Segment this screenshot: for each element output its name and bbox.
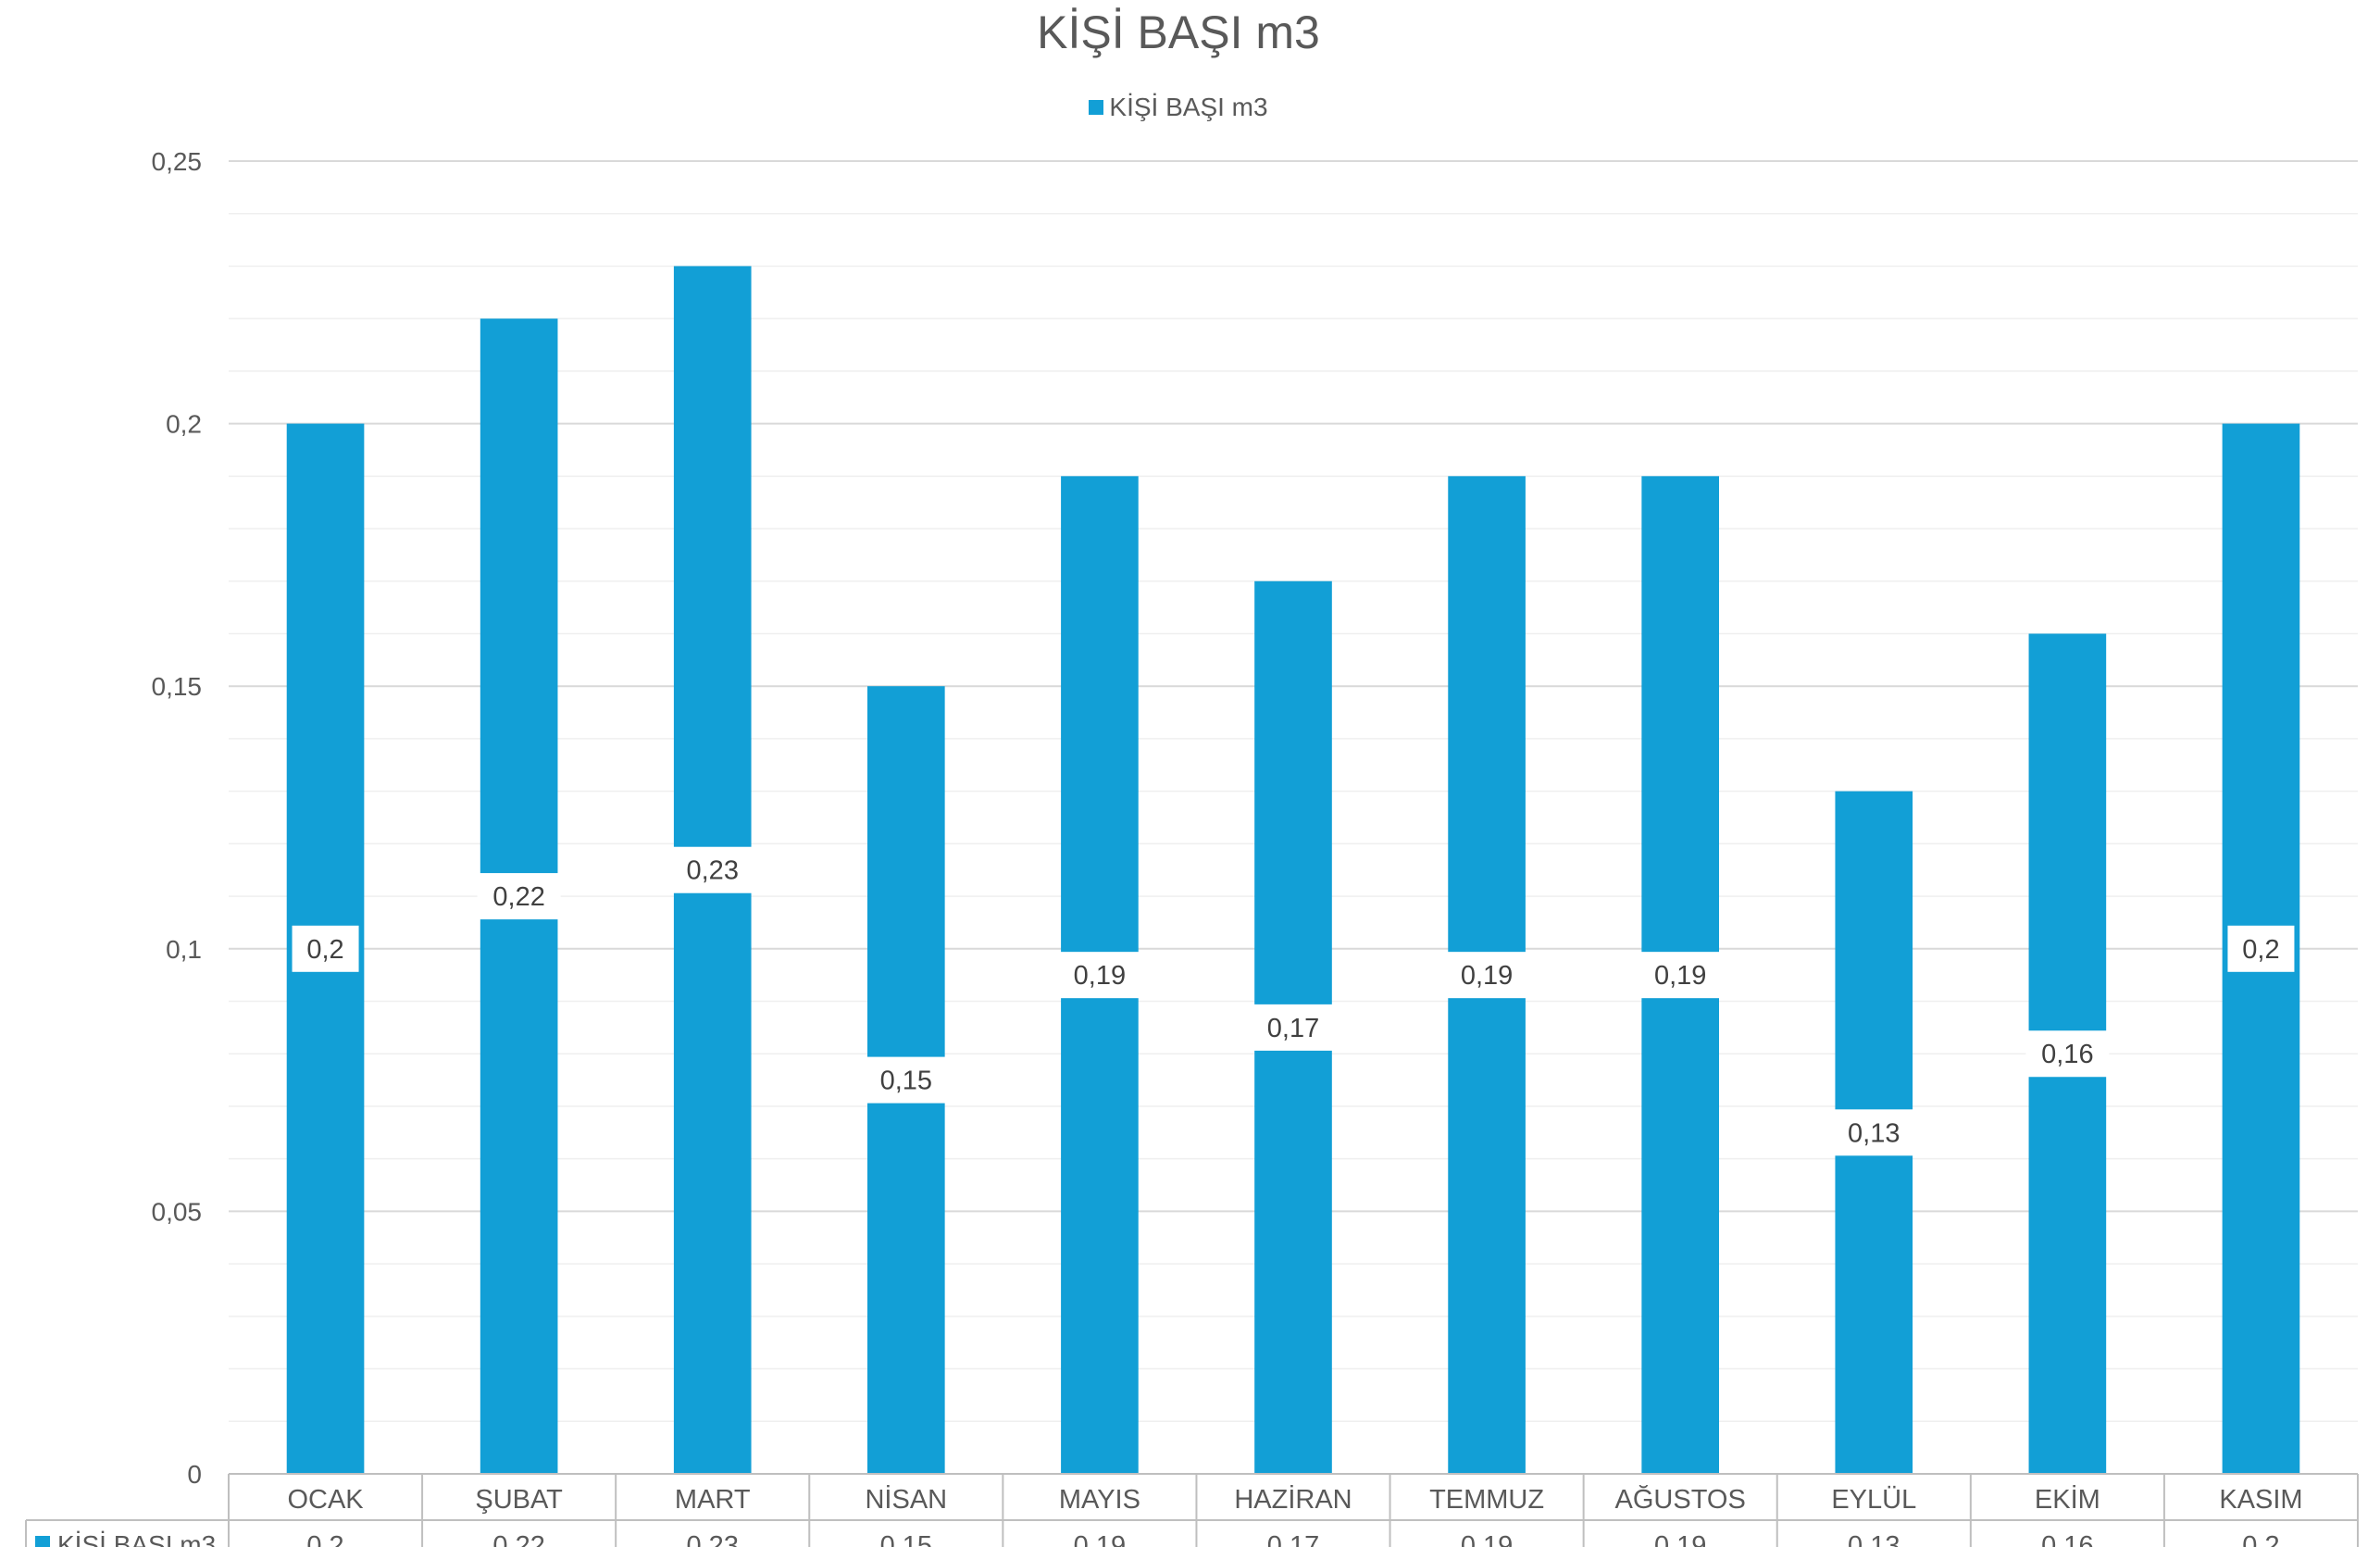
table-value: 0,17 (1267, 1531, 1319, 1547)
data-label: 0,15 (880, 1067, 932, 1096)
x-tick-label: NİSAN (865, 1484, 947, 1515)
y-tick-label: 0,2 (166, 410, 202, 439)
data-label: 0,2 (306, 935, 343, 965)
y-tick-label: 0,25 (152, 147, 203, 176)
x-tick-label: MAYIS (1059, 1485, 1140, 1515)
table-value: 0,16 (2041, 1531, 2093, 1547)
x-tick-label: EYLÜL (1831, 1485, 1916, 1515)
x-tick-label: HAZİRAN (1234, 1484, 1352, 1515)
table-value: 0,2 (2242, 1531, 2279, 1547)
x-tick-label: KASIM (2219, 1485, 2302, 1515)
x-tick-label: MART (675, 1485, 751, 1515)
y-tick-label: 0,1 (166, 935, 202, 964)
data-label: 0,13 (1848, 1118, 1900, 1148)
x-tick-label: EKİM (2035, 1484, 2100, 1515)
table-value: 0,13 (1848, 1531, 1900, 1547)
x-tick-label: ŞUBAT (475, 1485, 563, 1515)
data-label: 0,19 (1074, 961, 1126, 991)
x-tick-label: OCAK (287, 1485, 364, 1515)
table-value: 0,19 (1074, 1531, 1126, 1547)
table-series-name: KİŞİ BAŞI m3 (57, 1530, 216, 1547)
data-label: 0,2 (2242, 935, 2279, 965)
x-tick-label: AĞUSTOS (1615, 1484, 1746, 1515)
table-value: 0,19 (1654, 1531, 1706, 1547)
data-label: 0,16 (2041, 1040, 2093, 1069)
data-label: 0,17 (1267, 1014, 1319, 1043)
data-label: 0,22 (492, 882, 544, 912)
table-value: 0,22 (492, 1531, 544, 1547)
table-value: 0,19 (1461, 1531, 1513, 1547)
x-tick-label: TEMMUZ (1429, 1485, 1544, 1515)
table-legend-swatch (35, 1536, 50, 1547)
y-tick-label: 0,05 (152, 1197, 203, 1226)
data-label: 0,19 (1654, 961, 1706, 991)
table-value: 0,23 (687, 1531, 739, 1547)
table-value: 0,15 (880, 1531, 932, 1547)
y-tick-label: 0 (187, 1460, 202, 1489)
table-value: 0,2 (306, 1531, 343, 1547)
data-label: 0,23 (687, 856, 739, 886)
y-tick-label: 0,15 (152, 672, 203, 701)
data-label: 0,19 (1461, 961, 1513, 991)
